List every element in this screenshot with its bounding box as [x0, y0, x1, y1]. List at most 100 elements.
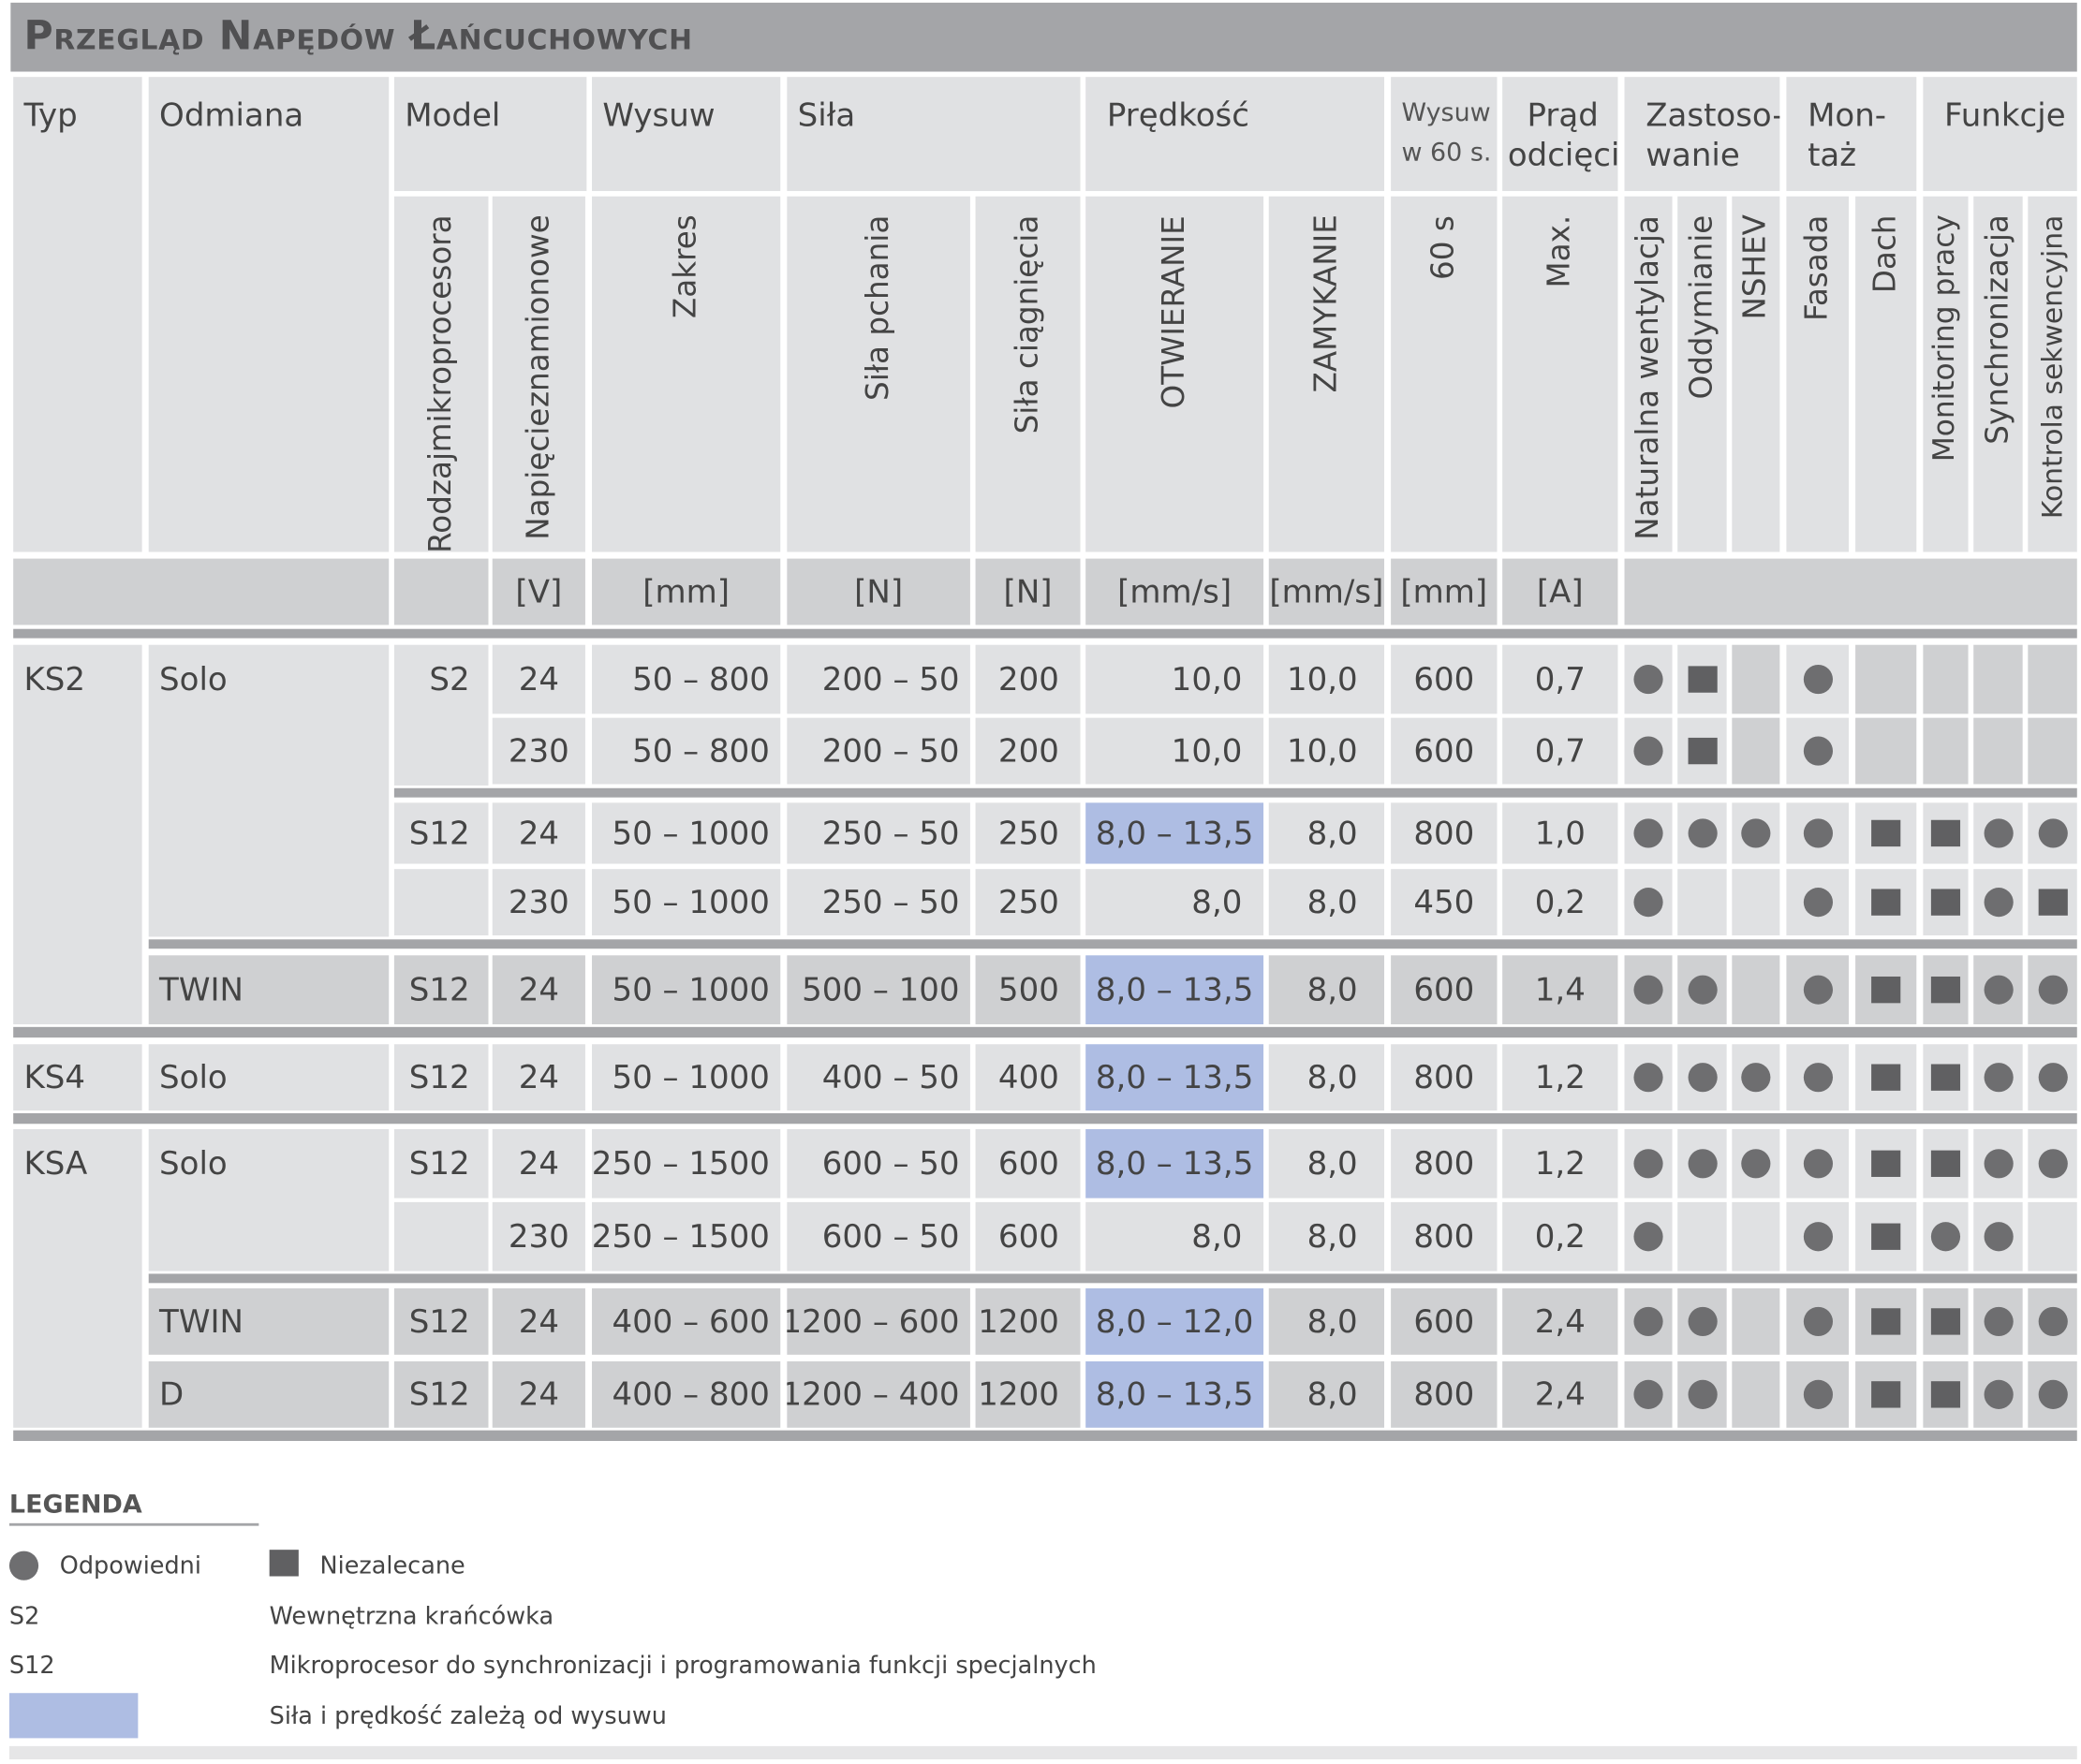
symbol-cell — [1786, 1044, 1850, 1111]
stroke-range-cell: 400 – 800 — [592, 1360, 781, 1428]
symbol-cell — [1923, 955, 1969, 1025]
circle-symbol-icon — [1741, 1063, 1771, 1093]
subheader-napiecie-znamionowe-text: Napięcie znamionowe — [521, 214, 556, 540]
symbol-cell — [1923, 717, 1969, 785]
closing-speed-cell: 8,0 — [1268, 1128, 1385, 1198]
push-force-cell: 500 – 100 — [787, 955, 970, 1025]
symbol-cell — [1973, 717, 2023, 785]
legend-s2-desc: Wewnętrzna krańcówka — [269, 1602, 554, 1631]
symbol-cell — [1973, 644, 2023, 714]
symbol-cell — [2028, 717, 2077, 785]
square-symbol-icon — [1871, 889, 1901, 916]
symbol-cell — [1732, 1288, 1780, 1355]
symbol-cell — [1855, 1128, 1917, 1198]
symbol-cell — [1855, 1044, 1917, 1111]
circle-symbol-icon — [1741, 818, 1771, 848]
variant-cell-ksa-solo: Solo — [148, 1128, 390, 1272]
legend-divider — [8, 1522, 259, 1526]
circle-symbol-icon — [1633, 736, 1663, 766]
stroke-range-cell: 250 – 1500 — [592, 1201, 781, 1272]
subheader-max: Max. — [1502, 196, 1618, 552]
square-symbol-icon — [1930, 1308, 1961, 1335]
symbol-cell — [1855, 644, 1917, 714]
symbol-cell — [1677, 1288, 1727, 1355]
symbol-cell — [1923, 1288, 1969, 1355]
closing-speed-cell: 8,0 — [1268, 869, 1385, 936]
unit-mms-otwieranie: [mm/s] — [1085, 558, 1264, 625]
circle-symbol-icon — [2037, 1379, 2068, 1409]
subheader-fasada-text: Fasada — [1800, 214, 1836, 321]
opening-speed-cell: 8,0 – 13,5 — [1085, 1128, 1264, 1198]
subheader-zakres: Zakres — [592, 196, 781, 552]
symbol-cell — [1973, 1288, 2023, 1355]
symbol-cell — [1677, 1201, 1727, 1272]
square-symbol-icon — [1687, 666, 1718, 693]
symbol-cell — [1732, 1128, 1780, 1198]
push-force-cell: 200 – 50 — [787, 717, 970, 785]
symbol-cell — [1786, 1288, 1850, 1355]
symbol-cell — [1624, 1044, 1673, 1111]
stroke-range-cell: 250 – 1500 — [592, 1128, 781, 1198]
circle-symbol-icon — [1983, 888, 2014, 918]
stroke-range-cell: 50 – 1000 — [592, 955, 781, 1025]
symbol-cell — [1677, 1360, 1727, 1428]
opening-speed-cell: 10,0 — [1085, 717, 1264, 785]
cutoff-current-cell: 0,7 — [1502, 644, 1618, 714]
symbol-cell — [1677, 644, 1727, 714]
section-divider — [148, 1273, 2077, 1284]
cutoff-current-cell: 1,0 — [1502, 802, 1618, 864]
stroke-60s-cell: 800 — [1391, 1201, 1498, 1272]
square-symbol-icon — [2037, 889, 2068, 916]
symbol-cell — [2028, 955, 2077, 1025]
opening-speed-cell: 8,0 – 13,5 — [1085, 802, 1264, 864]
header-funkcje: Funkcje — [1923, 77, 2077, 192]
circle-symbol-icon — [1633, 888, 1663, 918]
square-symbol-icon — [1871, 1064, 1901, 1091]
subheader-kontrola-sekwencyjna-text: Kontrola sekwencyjna — [2036, 214, 2069, 519]
symbol-cell — [1973, 1044, 2023, 1111]
circle-symbol-icon — [1930, 1222, 1961, 1252]
circle-symbol-icon — [1633, 1379, 1663, 1409]
circle-symbol-icon — [1803, 818, 1833, 848]
variant-cell-ksa-d: D — [148, 1360, 390, 1428]
circle-symbol-icon — [1633, 664, 1663, 695]
push-force-cell: 600 – 50 — [787, 1128, 970, 1198]
square-symbol-icon — [1871, 976, 1901, 1004]
symbol-cell — [1624, 644, 1673, 714]
type-cell-ks2: KS2 — [13, 644, 142, 1025]
symbol-cell — [1732, 644, 1780, 714]
pull-force-cell: 200 — [975, 644, 1081, 714]
symbol-cell — [1624, 869, 1673, 936]
push-force-cell: 250 – 50 — [787, 802, 970, 864]
units-empty-model — [393, 558, 489, 625]
subheader-zakres-text: Zakres — [669, 214, 704, 319]
closing-speed-cell: 10,0 — [1268, 644, 1385, 714]
circle-symbol-icon — [1741, 1149, 1771, 1179]
model-cell: S12 — [393, 955, 489, 1025]
symbol-cell — [1677, 955, 1727, 1025]
circle-symbol-icon — [1633, 818, 1663, 848]
symbol-cell — [1732, 1201, 1780, 1272]
square-symbol-icon — [1930, 1150, 1961, 1177]
subheader-fasada: Fasada — [1786, 196, 1850, 552]
cutoff-current-cell: 0,2 — [1502, 869, 1618, 936]
section-divider — [393, 787, 2077, 798]
stroke-60s-cell: 800 — [1391, 802, 1498, 864]
symbol-cell — [1786, 1201, 1850, 1272]
model-cell — [394, 718, 489, 785]
subheader-sila-pchania-text: Siła pchania — [861, 214, 896, 401]
stroke-range-cell: 50 – 800 — [592, 644, 781, 714]
header-typ: Typ — [13, 77, 142, 552]
symbol-cell — [1624, 955, 1673, 1025]
square-symbol-icon — [1930, 976, 1961, 1004]
symbol-cell — [1786, 644, 1850, 714]
variant-cell-ks2-twin: TWIN — [148, 955, 390, 1025]
circle-symbol-icon — [2037, 1306, 2068, 1337]
pull-force-cell: 600 — [975, 1128, 1081, 1198]
model-merge-ks2-s2 — [393, 644, 489, 786]
stroke-60s-cell: 800 — [1391, 1044, 1498, 1111]
pull-force-cell: 250 — [975, 869, 1081, 936]
square-symbol-icon — [1930, 889, 1961, 916]
square-symbol-icon — [1687, 737, 1718, 765]
model-cell — [393, 1201, 489, 1272]
